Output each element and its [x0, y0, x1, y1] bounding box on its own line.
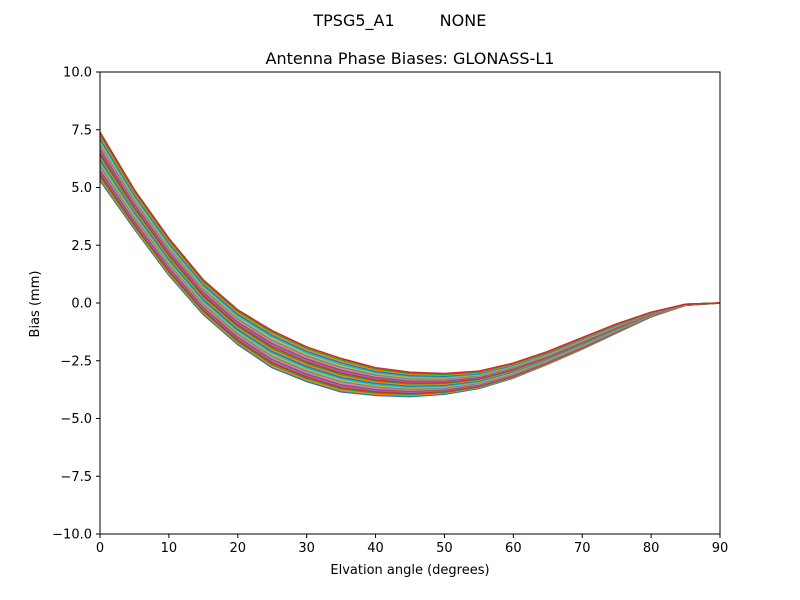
y-tick-label: 7.5: [71, 123, 92, 138]
x-tick-label: 70: [574, 541, 591, 556]
x-tick-label: 90: [712, 541, 729, 556]
chart-title: Antenna Phase Biases: GLONASS-L1: [266, 49, 555, 68]
x-tick-label: 40: [367, 541, 384, 556]
y-tick-label: −7.5: [60, 470, 92, 485]
series-line-17: [99, 146, 721, 381]
y-tick-label: 10.0: [63, 66, 92, 81]
x-tick-label: 20: [230, 541, 247, 556]
x-tick-label: 50: [436, 541, 453, 556]
y-tick-label: −2.5: [60, 354, 92, 369]
y-tick-label: 5.0: [71, 181, 92, 196]
y-axis-label: Bias (mm): [28, 271, 43, 338]
x-axis-label: Elvation angle (degrees): [330, 563, 489, 578]
x-tick-label: 80: [643, 541, 660, 556]
y-tick-label: 0.0: [71, 297, 92, 312]
series-line-16: [99, 148, 721, 382]
series-line-19: [99, 142, 721, 379]
y-tick-label: 2.5: [71, 239, 92, 254]
x-tick-label: 0: [96, 541, 104, 556]
y-tick-label: −10.0: [52, 528, 92, 543]
suptitle-radome: NONE: [440, 11, 487, 30]
axes-layer: 0 10 20 30 40 50 60 70 80 90 −10.0 −7.5 −5.0 −2.5 0.0 2…: [52, 66, 728, 557]
suptitle-antenna: TPSG5_A1: [312, 11, 394, 31]
x-tick-label: 60: [505, 541, 522, 556]
series-line-23: [99, 133, 721, 376]
series-layer: [99, 131, 721, 398]
series-line-21: [99, 138, 721, 377]
x-tick-label: 10: [161, 541, 178, 556]
series-line-18: [99, 144, 721, 380]
series-line-24: [99, 131, 721, 375]
series-line-22: [99, 135, 721, 377]
series-line-20: [99, 140, 721, 378]
x-tick-label: 30: [298, 541, 315, 556]
y-tick-label: −5.0: [60, 412, 92, 427]
